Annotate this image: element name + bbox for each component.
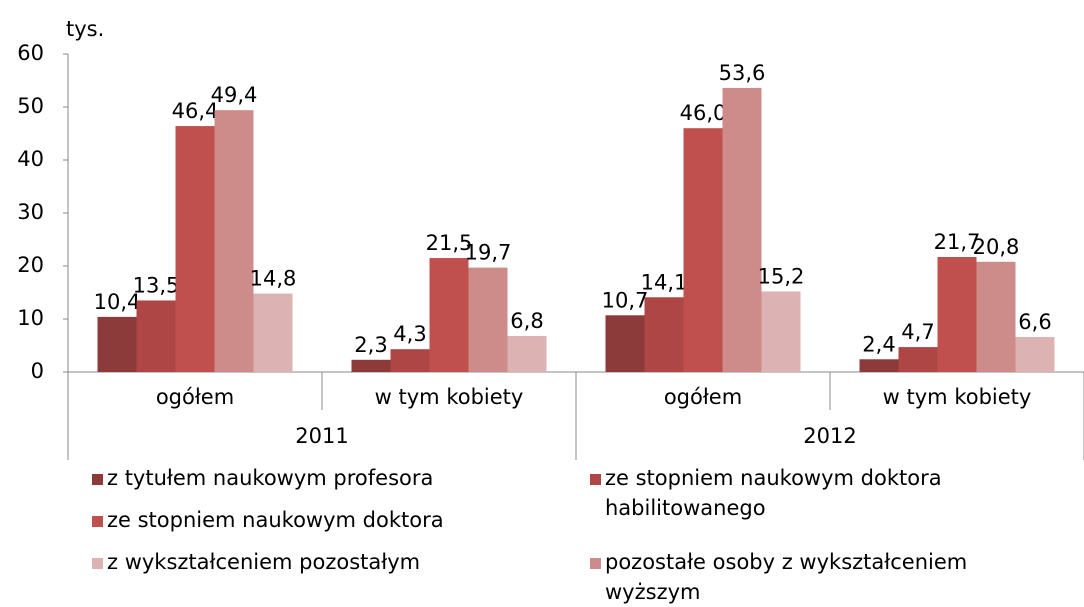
value-label: 53,6 bbox=[719, 61, 766, 85]
legend-swatch bbox=[92, 558, 103, 569]
y-tick-label: 60 bbox=[17, 41, 44, 65]
bar bbox=[937, 256, 977, 372]
bar bbox=[97, 316, 137, 372]
legend-item: z wykształceniem pozostałym bbox=[92, 547, 552, 577]
legend-label: z wykształceniem pozostałym bbox=[107, 550, 421, 574]
bar bbox=[429, 258, 469, 372]
bar bbox=[507, 335, 547, 372]
bar bbox=[175, 126, 215, 372]
bar bbox=[898, 347, 938, 372]
value-label: 6,8 bbox=[510, 309, 543, 333]
value-label: 21,5 bbox=[426, 231, 473, 255]
bar bbox=[683, 128, 723, 372]
value-label: 21,7 bbox=[934, 230, 981, 254]
legend-swatch bbox=[92, 474, 103, 485]
x-tick-label: w tym kobiety bbox=[883, 385, 1032, 409]
y-tick-label: 50 bbox=[17, 94, 44, 118]
x-tick-label: ogółem bbox=[156, 385, 234, 409]
y-tick-label: 30 bbox=[17, 200, 44, 224]
group-label: 2011 bbox=[295, 424, 348, 448]
value-label: 6,6 bbox=[1018, 310, 1051, 334]
bar bbox=[253, 293, 293, 372]
value-label: 10,4 bbox=[94, 290, 141, 314]
legend-label: pozostałe osoby z wykształceniem wyższym bbox=[605, 550, 968, 604]
bar bbox=[136, 300, 176, 372]
bar bbox=[390, 349, 430, 372]
legend-swatch bbox=[590, 474, 601, 485]
legend-swatch bbox=[590, 558, 601, 569]
bar bbox=[605, 315, 645, 372]
value-label: 2,3 bbox=[354, 333, 387, 357]
bar bbox=[859, 359, 899, 372]
bar bbox=[351, 359, 391, 372]
value-label: 20,8 bbox=[973, 235, 1020, 259]
value-label: 13,5 bbox=[133, 273, 180, 297]
legend-label: ze stopniem naukowym doktora habilitowan… bbox=[605, 466, 942, 520]
value-label: 46,4 bbox=[172, 99, 219, 123]
bar bbox=[761, 291, 801, 372]
bar bbox=[976, 261, 1016, 372]
y-axis-label: tys. bbox=[66, 17, 104, 41]
y-tick-label: 20 bbox=[17, 253, 44, 277]
legend-label: z tytułem naukowym profesora bbox=[107, 466, 434, 490]
legend-item: ze stopniem naukowym doktora habilitowan… bbox=[590, 463, 1050, 523]
value-label: 46,0 bbox=[680, 101, 727, 125]
value-label: 4,7 bbox=[901, 320, 934, 344]
y-tick-label: 0 bbox=[31, 359, 44, 383]
legend-label: ze stopniem naukowym doktora bbox=[107, 508, 444, 532]
group-label: 2012 bbox=[803, 424, 856, 448]
bar bbox=[214, 110, 254, 373]
legend-item: z tytułem naukowym profesora bbox=[92, 463, 552, 493]
value-label: 14,8 bbox=[250, 267, 297, 291]
x-tick-label: ogółem bbox=[664, 385, 742, 409]
value-label: 4,3 bbox=[393, 322, 426, 346]
x-tick-label: w tym kobiety bbox=[375, 385, 524, 409]
value-label: 2,4 bbox=[862, 332, 895, 356]
value-label: 49,4 bbox=[211, 83, 258, 107]
y-tick-label: 40 bbox=[17, 147, 44, 171]
value-label: 14,1 bbox=[641, 270, 688, 294]
bar bbox=[1015, 337, 1055, 372]
bar bbox=[468, 267, 508, 372]
legend-item: ze stopniem naukowym doktora bbox=[92, 505, 552, 535]
value-label: 10,7 bbox=[602, 288, 649, 312]
bar bbox=[722, 87, 762, 373]
legend-swatch bbox=[92, 516, 103, 527]
legend-item: pozostałe osoby z wykształceniem wyższym bbox=[590, 547, 1050, 607]
y-tick-label: 10 bbox=[17, 306, 44, 330]
bar bbox=[644, 297, 684, 372]
value-label: 19,7 bbox=[465, 241, 512, 265]
value-label: 15,2 bbox=[758, 264, 805, 288]
